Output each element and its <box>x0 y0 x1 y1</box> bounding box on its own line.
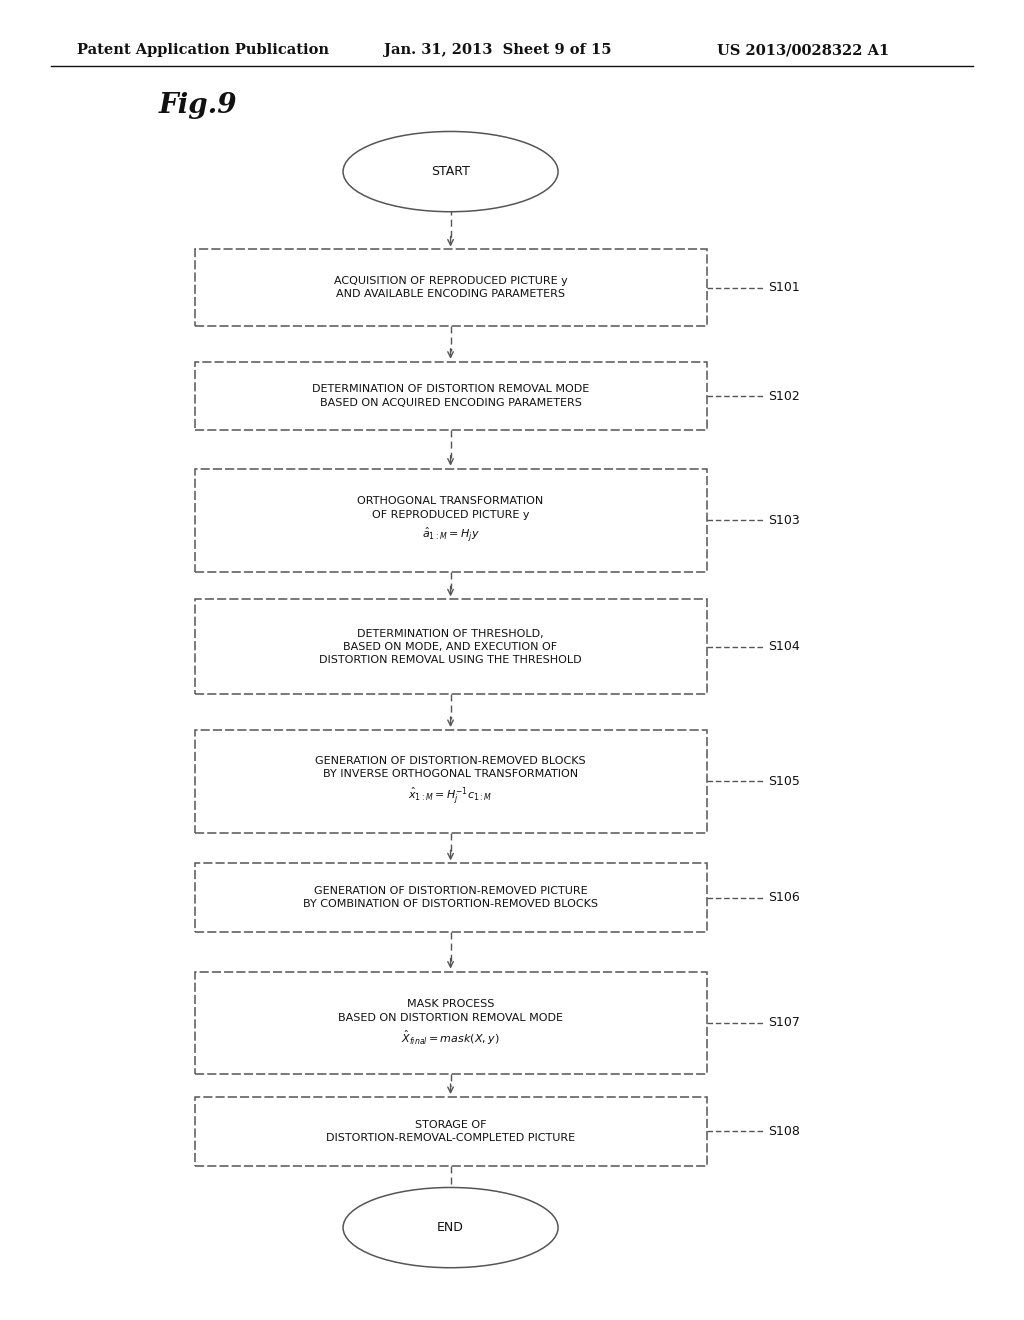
Text: END: END <box>437 1221 464 1234</box>
Text: MASK PROCESS
BASED ON DISTORTION REMOVAL MODE
$\hat{X}_{final} = mask(X, y)$: MASK PROCESS BASED ON DISTORTION REMOVAL… <box>338 999 563 1047</box>
Ellipse shape <box>343 1188 558 1267</box>
Text: ACQUISITION OF REPRODUCED PICTURE y
AND AVAILABLE ENCODING PARAMETERS: ACQUISITION OF REPRODUCED PICTURE y AND … <box>334 276 567 300</box>
Ellipse shape <box>343 132 558 211</box>
Text: GENERATION OF DISTORTION-REMOVED BLOCKS
BY INVERSE ORTHOGONAL TRANSFORMATION
$\h: GENERATION OF DISTORTION-REMOVED BLOCKS … <box>315 756 586 807</box>
FancyBboxPatch shape <box>195 730 707 833</box>
Text: S104: S104 <box>768 640 800 653</box>
Text: S107: S107 <box>768 1016 800 1030</box>
FancyBboxPatch shape <box>195 863 707 932</box>
Text: Jan. 31, 2013  Sheet 9 of 15: Jan. 31, 2013 Sheet 9 of 15 <box>384 44 611 57</box>
FancyBboxPatch shape <box>195 972 707 1074</box>
Text: DETERMINATION OF THRESHOLD,
BASED ON MODE, AND EXECUTION OF
DISTORTION REMOVAL U: DETERMINATION OF THRESHOLD, BASED ON MOD… <box>319 628 582 665</box>
Text: S102: S102 <box>768 389 800 403</box>
Text: STORAGE OF
DISTORTION-REMOVAL-COMPLETED PICTURE: STORAGE OF DISTORTION-REMOVAL-COMPLETED … <box>326 1119 575 1143</box>
Text: S106: S106 <box>768 891 800 904</box>
FancyBboxPatch shape <box>195 469 707 572</box>
Text: S105: S105 <box>768 775 800 788</box>
Text: S101: S101 <box>768 281 800 294</box>
Text: DETERMINATION OF DISTORTION REMOVAL MODE
BASED ON ACQUIRED ENCODING PARAMETERS: DETERMINATION OF DISTORTION REMOVAL MODE… <box>312 384 589 408</box>
FancyBboxPatch shape <box>195 249 707 326</box>
Text: Fig.9: Fig.9 <box>159 92 238 119</box>
Text: ORTHOGONAL TRANSFORMATION
OF REPRODUCED PICTURE y
$\hat{a}_{1:M} = H_j y$: ORTHOGONAL TRANSFORMATION OF REPRODUCED … <box>357 496 544 544</box>
Text: START: START <box>431 165 470 178</box>
FancyBboxPatch shape <box>195 1097 707 1166</box>
FancyBboxPatch shape <box>195 599 707 694</box>
Text: US 2013/0028322 A1: US 2013/0028322 A1 <box>717 44 889 57</box>
Text: S103: S103 <box>768 513 800 527</box>
Text: S108: S108 <box>768 1125 800 1138</box>
FancyBboxPatch shape <box>195 362 707 430</box>
Text: Patent Application Publication: Patent Application Publication <box>77 44 329 57</box>
Text: GENERATION OF DISTORTION-REMOVED PICTURE
BY COMBINATION OF DISTORTION-REMOVED BL: GENERATION OF DISTORTION-REMOVED PICTURE… <box>303 886 598 909</box>
